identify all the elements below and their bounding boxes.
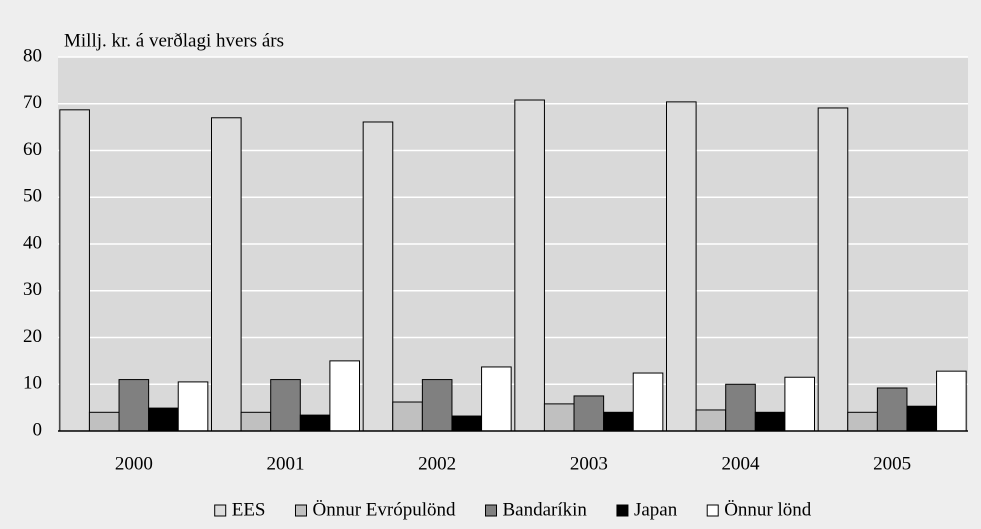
bar — [177, 381, 209, 432]
x-tick-label: 2003 — [570, 453, 608, 474]
bar — [603, 411, 634, 432]
x-tick-label: 2000 — [115, 453, 153, 474]
x-tick-label: 2001 — [267, 453, 305, 474]
bar — [573, 395, 605, 432]
bar — [118, 379, 150, 432]
y-tick-label: 20 — [23, 326, 42, 347]
legend-swatch — [294, 504, 307, 517]
bar — [514, 99, 545, 432]
bar — [906, 405, 938, 432]
legend-swatch — [616, 504, 629, 517]
bar — [936, 370, 967, 432]
bar — [725, 383, 756, 432]
legend-label: EES — [232, 499, 266, 520]
bar — [543, 403, 575, 432]
legend-label: Önnur Evrópulönd — [312, 499, 456, 520]
bar — [876, 387, 908, 432]
y-tick-label: 40 — [23, 232, 42, 253]
bar — [299, 414, 331, 432]
bar — [847, 411, 878, 432]
y-axis-label: Millj. kr. á verðlagi hvers árs — [64, 30, 284, 51]
bar — [59, 109, 90, 432]
bar — [632, 372, 664, 432]
y-tick-label: 10 — [23, 373, 42, 394]
legend-swatch — [214, 504, 227, 517]
bar — [817, 107, 849, 432]
bar — [481, 366, 512, 432]
y-tick-label: 0 — [33, 419, 43, 440]
bar — [329, 360, 360, 432]
bar — [270, 379, 301, 432]
y-tick-label: 50 — [23, 186, 42, 207]
bar — [362, 121, 394, 432]
bar — [695, 409, 727, 432]
legend-label: Bandaríkin — [503, 499, 588, 520]
y-tick-label: 80 — [23, 45, 42, 66]
legend-label: Önnur lönd — [724, 499, 812, 520]
legend: EES Önnur Evrópulönd Bandaríkin Japan Önnur … — [214, 499, 812, 520]
bar — [754, 411, 786, 432]
x-tick-label: 2002 — [418, 453, 456, 474]
legend-swatch — [485, 504, 498, 517]
y-tick-label: 70 — [23, 92, 42, 113]
bar — [211, 117, 242, 432]
y-tick-label: 30 — [23, 279, 42, 300]
bar — [392, 401, 423, 432]
bar — [451, 415, 483, 432]
x-tick-label: 2004 — [722, 453, 761, 474]
bar — [88, 411, 120, 432]
bar — [421, 379, 453, 432]
bar — [784, 376, 816, 432]
y-tick-label: 60 — [23, 139, 42, 160]
x-tick-label: 2005 — [873, 453, 911, 474]
bar — [148, 407, 179, 432]
legend-label: Japan — [634, 499, 678, 520]
bar — [666, 101, 697, 432]
bar — [240, 411, 272, 432]
legend-swatch — [706, 504, 719, 517]
